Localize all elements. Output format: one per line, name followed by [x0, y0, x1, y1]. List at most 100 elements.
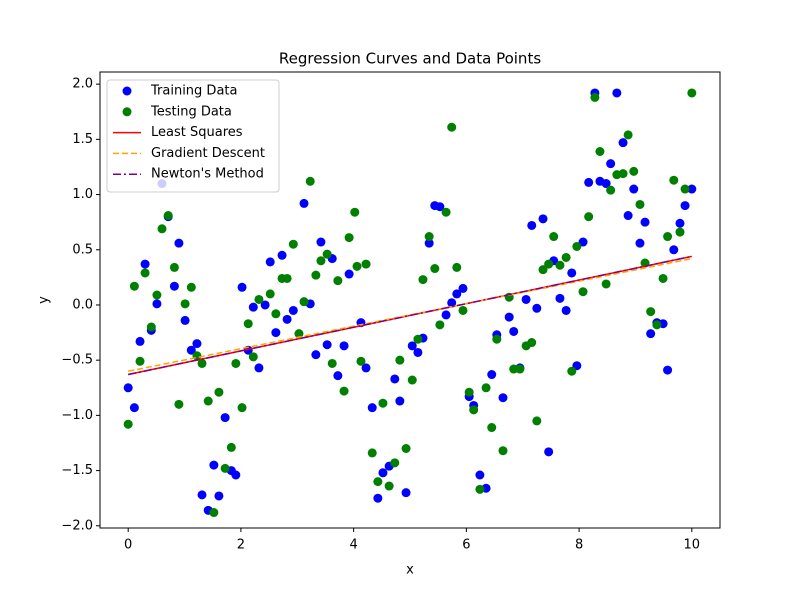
data-point [140, 259, 150, 269]
data-point [578, 237, 588, 247]
data-point [629, 166, 639, 176]
data-point [635, 199, 645, 209]
data-point [260, 300, 270, 310]
x-axis-label: x [406, 563, 414, 578]
data-point [549, 232, 559, 242]
legend-box [106, 79, 280, 193]
x-tick-label: 8 [575, 538, 583, 553]
data-point [567, 366, 577, 376]
legend-label: Least Squares [151, 125, 243, 140]
x-tick-label: 0 [124, 538, 132, 553]
data-point [646, 307, 656, 317]
legend-marker [122, 86, 132, 96]
data-point [652, 320, 662, 330]
data-point [487, 423, 497, 433]
data-point [687, 88, 697, 98]
data-point [629, 184, 639, 194]
data-point [601, 279, 611, 289]
data-point [395, 396, 405, 406]
data-point [601, 179, 611, 189]
y-tick-label: 1.5 [72, 132, 93, 147]
data-point [413, 347, 423, 357]
data-point [669, 175, 679, 185]
x-tick-label: 2 [237, 538, 245, 553]
legend: Training Data Testing Data Least Squares Gr… [106, 79, 280, 193]
data-point [498, 446, 508, 456]
data-point [327, 358, 337, 368]
data-point [288, 239, 298, 249]
data-point [305, 176, 315, 186]
data-point [203, 396, 213, 406]
data-point [441, 207, 451, 217]
data-point [333, 371, 343, 381]
data-point [390, 374, 400, 384]
data-point [452, 262, 462, 272]
data-point [186, 282, 196, 292]
y-tick-label: −0.5 [61, 353, 93, 368]
data-point [447, 298, 457, 308]
data-point [361, 363, 371, 373]
data-point [635, 238, 645, 248]
y-tick-label: 0.0 [72, 297, 93, 312]
data-point [623, 130, 633, 140]
data-point [544, 259, 554, 269]
data-point [623, 211, 633, 221]
data-point [424, 232, 434, 242]
y-tick-label: −2.0 [61, 518, 93, 533]
data-point [180, 315, 190, 325]
data-point [226, 442, 236, 452]
data-point [401, 444, 411, 454]
data-point [680, 201, 690, 211]
data-point [350, 207, 360, 217]
data-point [299, 198, 309, 208]
data-point [361, 259, 371, 269]
data-point [282, 273, 292, 283]
legend-label: Training Data [150, 84, 237, 99]
data-point [135, 356, 145, 366]
data-point [584, 177, 594, 187]
data-point [469, 405, 479, 415]
data-point [509, 364, 519, 374]
data-point [214, 491, 224, 501]
y-tick-label: −1.5 [61, 463, 93, 478]
data-point [243, 319, 253, 329]
data-point [356, 356, 366, 366]
data-point [237, 403, 247, 413]
data-point [395, 355, 405, 365]
data-point [606, 159, 616, 169]
data-point [458, 283, 468, 293]
data-point [140, 268, 150, 278]
data-point [401, 488, 411, 498]
data-point [441, 310, 451, 320]
data-point [169, 281, 179, 291]
data-point [527, 220, 537, 230]
data-point [544, 447, 554, 457]
data-point [282, 314, 292, 324]
data-point [186, 345, 196, 355]
x-tick-label: 4 [349, 538, 357, 553]
data-point [209, 460, 219, 470]
data-point [174, 399, 184, 409]
chart-title: Regression Curves and Data Points [279, 50, 541, 68]
data-point [498, 393, 508, 403]
data-point [435, 202, 445, 212]
data-point [220, 413, 230, 423]
data-point [538, 265, 548, 275]
data-point [435, 320, 445, 330]
data-point [316, 256, 326, 266]
data-point [231, 470, 241, 480]
data-point [578, 287, 588, 297]
data-point [352, 261, 362, 271]
data-point [277, 250, 287, 260]
data-point [129, 403, 139, 413]
y-tick-label: 1.0 [72, 187, 93, 202]
data-point [658, 273, 668, 283]
data-point [481, 383, 491, 393]
data-point [152, 299, 162, 309]
data-point [687, 184, 697, 194]
data-point [618, 138, 628, 148]
data-point [680, 184, 690, 194]
legend-marker [122, 107, 132, 117]
data-point [390, 458, 400, 468]
data-point [322, 249, 332, 259]
